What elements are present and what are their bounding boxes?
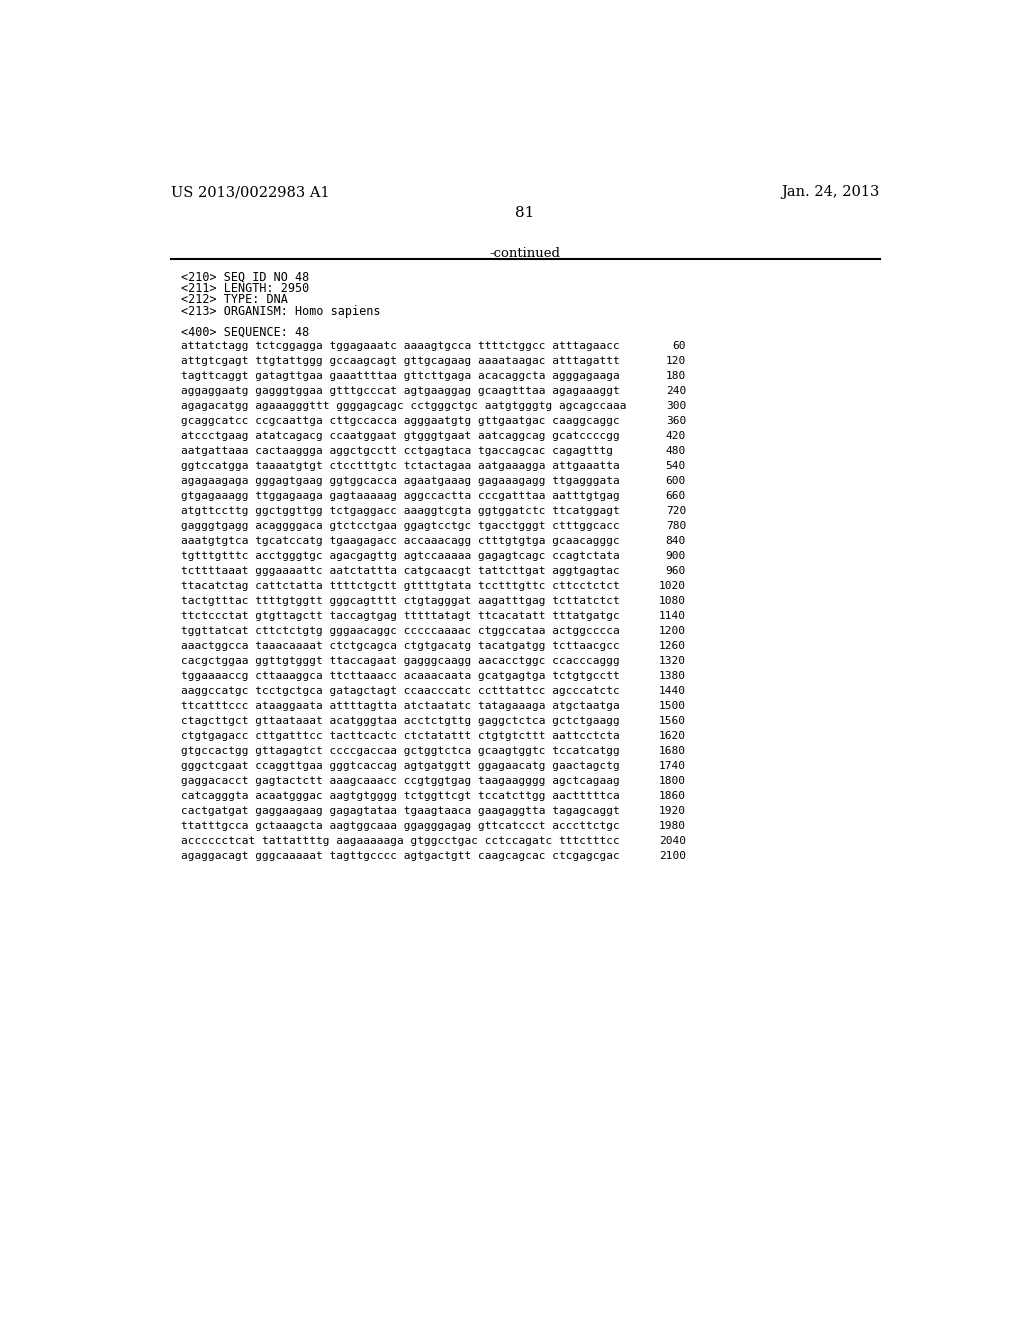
Text: agaggacagt gggcaaaaat tagttgcccc agtgactgtt caagcagcac ctcgagcgac: agaggacagt gggcaaaaat tagttgcccc agtgact… [180,851,620,862]
Text: aaatgtgtca tgcatccatg tgaagagacc accaaacagg ctttgtgtga gcaacagggc: aaatgtgtca tgcatccatg tgaagagacc accaaac… [180,536,620,546]
Text: ggtccatgga taaaatgtgt ctcctttgtc tctactagaa aatgaaagga attgaaatta: ggtccatgga taaaatgtgt ctcctttgtc tctacta… [180,461,620,471]
Text: attgtcgagt ttgtattggg gccaagcagt gttgcagaag aaaataagac atttagattt: attgtcgagt ttgtattggg gccaagcagt gttgcag… [180,356,620,366]
Text: attatctagg tctcggagga tggagaaatc aaaagtgcca ttttctggcc atttagaacc: attatctagg tctcggagga tggagaaatc aaaagtg… [180,341,620,351]
Text: gaggacacct gagtactctt aaagcaaacc ccgtggtgag taagaagggg agctcagaag: gaggacacct gagtactctt aaagcaaacc ccgtggt… [180,776,620,787]
Text: 1680: 1680 [659,746,686,756]
Text: 420: 420 [666,430,686,441]
Text: 540: 540 [666,461,686,471]
Text: tcttttaaat gggaaaattc aatctattta catgcaacgt tattcttgat aggtgagtac: tcttttaaat gggaaaattc aatctattta catgcaa… [180,566,620,576]
Text: <211> LENGTH: 2950: <211> LENGTH: 2950 [180,281,309,294]
Text: agagacatgg agaaagggttt ggggagcagc cctgggctgc aatgtgggtg agcagccaaa: agagacatgg agaaagggttt ggggagcagc cctggg… [180,401,627,411]
Text: 1860: 1860 [659,792,686,801]
Text: 840: 840 [666,536,686,546]
Text: cactgatgat gaggaagaag gagagtataa tgaagtaaca gaagaggtta tagagcaggt: cactgatgat gaggaagaag gagagtataa tgaagta… [180,807,620,816]
Text: <212> TYPE: DNA: <212> TYPE: DNA [180,293,288,306]
Text: 1260: 1260 [659,642,686,651]
Text: Jan. 24, 2013: Jan. 24, 2013 [781,185,880,199]
Text: 1800: 1800 [659,776,686,787]
Text: ttcatttccc ataaggaata attttagtta atctaatatc tatagaaaga atgctaatga: ttcatttccc ataaggaata attttagtta atctaat… [180,701,620,711]
Text: 81: 81 [515,206,535,220]
Text: 2100: 2100 [659,851,686,862]
Text: 1020: 1020 [659,581,686,591]
Text: 480: 480 [666,446,686,455]
Text: gtgccactgg gttagagtct ccccgaccaa gctggtctca gcaagtggtc tccatcatgg: gtgccactgg gttagagtct ccccgaccaa gctggtc… [180,746,620,756]
Text: cacgctggaa ggttgtgggt ttaccagaat gagggcaagg aacacctggc ccacccaggg: cacgctggaa ggttgtgggt ttaccagaat gagggca… [180,656,620,667]
Text: acccccctcat tattattttg aagaaaaaga gtggcctgac cctccagatc tttctttcc: acccccctcat tattattttg aagaaaaaga gtggcc… [180,837,620,846]
Text: aatgattaaa cactaaggga aggctgcctt cctgagtaca tgaccagcac cagagtttg: aatgattaaa cactaaggga aggctgcctt cctgagt… [180,446,612,455]
Text: US 2013/0022983 A1: US 2013/0022983 A1 [171,185,330,199]
Text: aggaggaatg gagggtggaa gtttgcccat agtgaaggag gcaagtttaa agagaaaggt: aggaggaatg gagggtggaa gtttgcccat agtgaag… [180,385,620,396]
Text: 1380: 1380 [659,671,686,681]
Text: 960: 960 [666,566,686,576]
Text: tggttatcat cttctctgtg gggaacaggc cccccaaaac ctggccataa actggcccca: tggttatcat cttctctgtg gggaacaggc cccccaa… [180,626,620,636]
Text: aaactggcca taaacaaaat ctctgcagca ctgtgacatg tacatgatgg tcttaacgcc: aaactggcca taaacaaaat ctctgcagca ctgtgac… [180,642,620,651]
Text: tactgtttac ttttgtggtt gggcagtttt ctgtagggat aagatttgag tcttatctct: tactgtttac ttttgtggtt gggcagtttt ctgtagg… [180,597,620,606]
Text: tagttcaggt gatagttgaa gaaattttaa gttcttgaga acacaggcta agggagaaga: tagttcaggt gatagttgaa gaaattttaa gttcttg… [180,371,620,381]
Text: 300: 300 [666,401,686,411]
Text: 660: 660 [666,491,686,502]
Text: ctgtgagacc cttgatttcc tacttcactc ctctatattt ctgtgtcttt aattcctcta: ctgtgagacc cttgatttcc tacttcactc ctctata… [180,731,620,742]
Text: ctagcttgct gttaataaat acatgggtaa acctctgttg gaggctctca gctctgaagg: ctagcttgct gttaataaat acatgggtaa acctctg… [180,717,620,726]
Text: 1740: 1740 [659,762,686,771]
Text: aaggccatgc tcctgctgca gatagctagt ccaacccatc cctttattcc agcccatctc: aaggccatgc tcctgctgca gatagctagt ccaaccc… [180,686,620,696]
Text: 60: 60 [673,341,686,351]
Text: 2040: 2040 [659,837,686,846]
Text: 720: 720 [666,506,686,516]
Text: 120: 120 [666,356,686,366]
Text: ttacatctag cattctatta ttttctgctt gttttgtata tcctttgttc cttcctctct: ttacatctag cattctatta ttttctgctt gttttgt… [180,581,620,591]
Text: <213> ORGANISM: Homo sapiens: <213> ORGANISM: Homo sapiens [180,305,380,318]
Text: gtgagaaagg ttggagaaga gagtaaaaag aggccactta cccgatttaa aatttgtgag: gtgagaaagg ttggagaaga gagtaaaaag aggccac… [180,491,620,502]
Text: 180: 180 [666,371,686,381]
Text: gagggtgagg acaggggaca gtctcctgaa ggagtcctgc tgacctgggt ctttggcacc: gagggtgagg acaggggaca gtctcctgaa ggagtcc… [180,521,620,531]
Text: ttatttgcca gctaaagcta aagtggcaaa ggagggagag gttcatccct acccttctgc: ttatttgcca gctaaagcta aagtggcaaa ggaggga… [180,821,620,832]
Text: tgtttgtttc acctgggtgc agacgagttg agtccaaaaa gagagtcagc ccagtctata: tgtttgtttc acctgggtgc agacgagttg agtccaa… [180,552,620,561]
Text: 1320: 1320 [659,656,686,667]
Text: gggctcgaat ccaggttgaa gggtcaccag agtgatggtt ggagaacatg gaactagctg: gggctcgaat ccaggttgaa gggtcaccag agtgatg… [180,762,620,771]
Text: 780: 780 [666,521,686,531]
Text: agagaagaga gggagtgaag ggtggcacca agaatgaaag gagaaagagg ttgagggata: agagaagaga gggagtgaag ggtggcacca agaatga… [180,477,620,486]
Text: ttctccctat gtgttagctt taccagtgag tttttatagt ttcacatatt tttatgatgc: ttctccctat gtgttagctt taccagtgag tttttat… [180,611,620,622]
Text: <210> SEQ ID NO 48: <210> SEQ ID NO 48 [180,271,309,282]
Text: 240: 240 [666,385,686,396]
Text: 600: 600 [666,477,686,486]
Text: 1200: 1200 [659,626,686,636]
Text: gcaggcatcc ccgcaattga cttgccacca agggaatgtg gttgaatgac caaggcaggc: gcaggcatcc ccgcaattga cttgccacca agggaat… [180,416,620,426]
Text: -continued: -continued [489,247,560,260]
Text: 1920: 1920 [659,807,686,816]
Text: atgttccttg ggctggttgg tctgaggacc aaaggtcgta ggtggatctc ttcatggagt: atgttccttg ggctggttgg tctgaggacc aaaggtc… [180,506,620,516]
Text: 1440: 1440 [659,686,686,696]
Text: 900: 900 [666,552,686,561]
Text: 1140: 1140 [659,611,686,622]
Text: 1080: 1080 [659,597,686,606]
Text: catcagggta acaatgggac aagtgtgggg tctggttcgt tccatcttgg aactttttca: catcagggta acaatgggac aagtgtgggg tctggtt… [180,792,620,801]
Text: 1620: 1620 [659,731,686,742]
Text: atccctgaag atatcagacg ccaatggaat gtgggtgaat aatcaggcag gcatccccgg: atccctgaag atatcagacg ccaatggaat gtgggtg… [180,430,620,441]
Text: <400> SEQUENCE: 48: <400> SEQUENCE: 48 [180,326,309,338]
Text: 1980: 1980 [659,821,686,832]
Text: 1560: 1560 [659,717,686,726]
Text: tggaaaaccg cttaaaggca ttcttaaacc acaaacaata gcatgagtga tctgtgcctt: tggaaaaccg cttaaaggca ttcttaaacc acaaaca… [180,671,620,681]
Text: 1500: 1500 [659,701,686,711]
Text: 360: 360 [666,416,686,426]
